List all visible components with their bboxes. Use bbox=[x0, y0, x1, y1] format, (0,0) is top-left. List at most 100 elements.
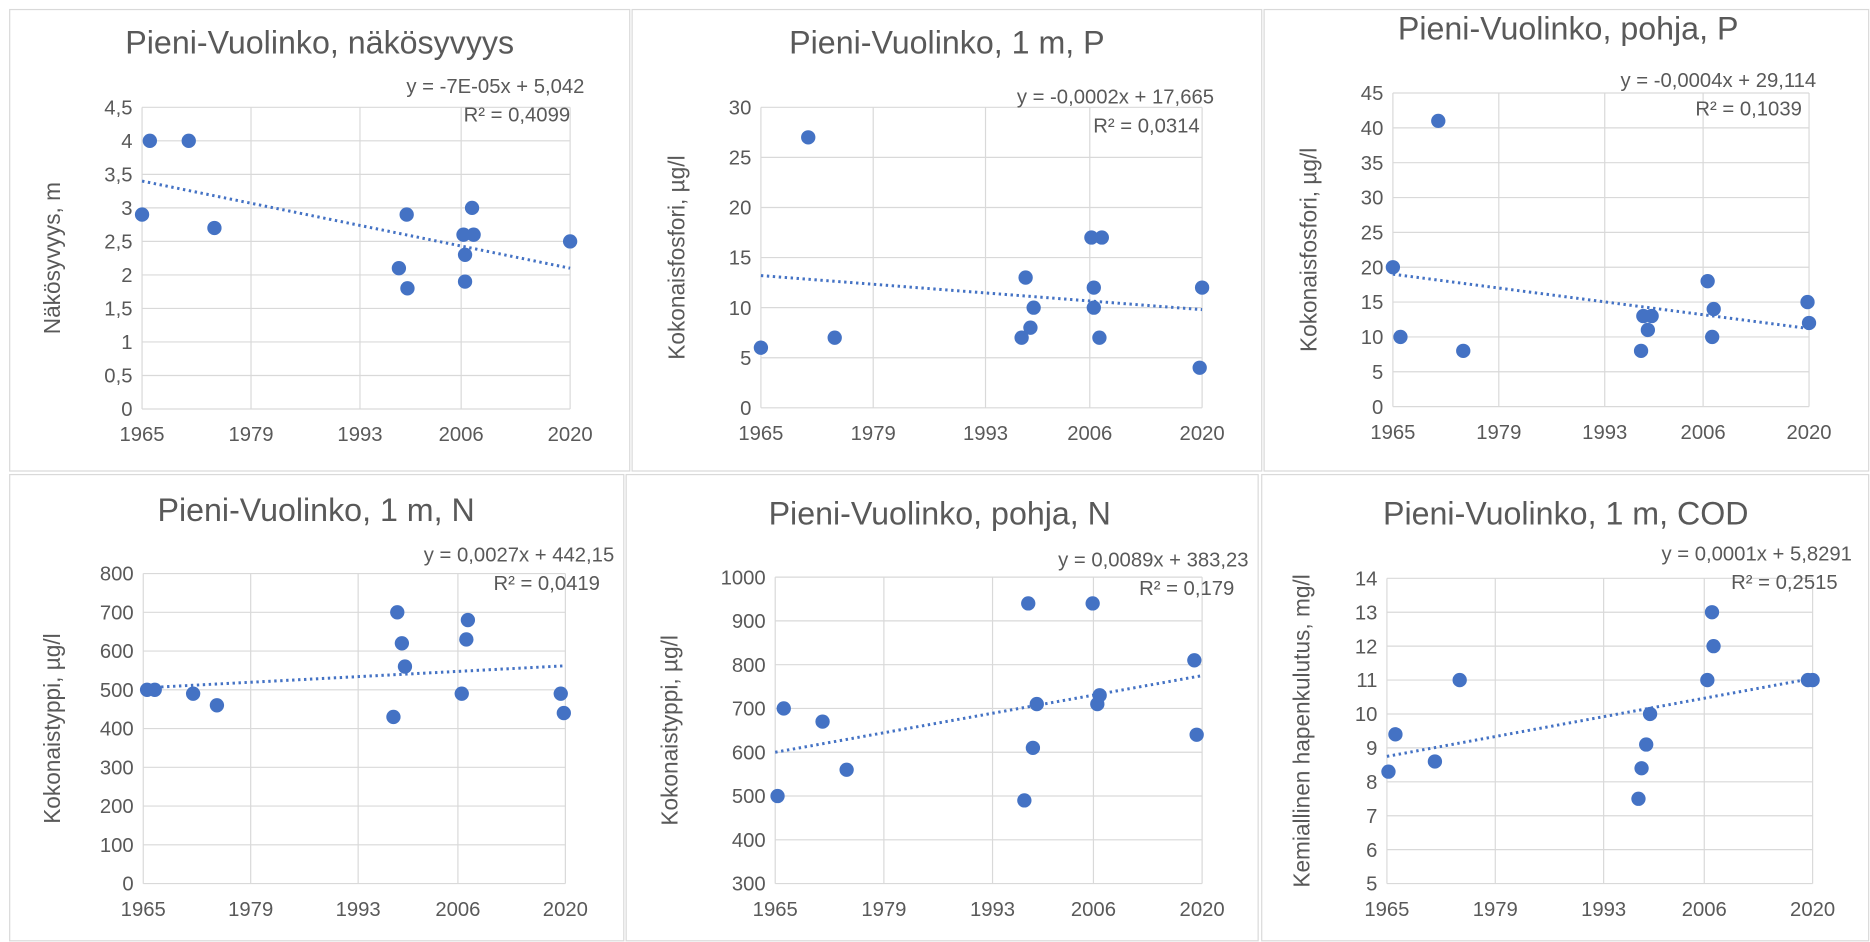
y-tick-label: 40 bbox=[1361, 118, 1384, 140]
y-tick-label: 2 bbox=[121, 265, 132, 287]
y-tick-label: 35 bbox=[1361, 153, 1384, 175]
x-tick-label: 1979 bbox=[851, 423, 896, 445]
point bbox=[394, 636, 410, 651]
x-tick-label: 1965 bbox=[1364, 899, 1409, 921]
panel-border bbox=[1261, 473, 1870, 942]
x-tick-label: 1979 bbox=[228, 424, 273, 446]
point bbox=[1187, 653, 1202, 668]
y-axis-label: Kokonaisfosfori, µg/l bbox=[1296, 148, 1322, 352]
y-tick-label: 0,5 bbox=[104, 366, 132, 388]
r-squared: R² = 0,2515 bbox=[1731, 572, 1837, 594]
trend-line bbox=[1386, 676, 1813, 758]
y-tick-label: 300 bbox=[732, 874, 766, 896]
y-tick-label: 400 bbox=[100, 719, 134, 741]
r-squared: R² = 0,0419 bbox=[493, 573, 599, 595]
x-tick-label: 2020 bbox=[1180, 899, 1225, 921]
x-tick-label: 1965 bbox=[1370, 422, 1415, 444]
y-tick-label: 25 bbox=[1361, 223, 1384, 245]
y-tick-label: 15 bbox=[729, 248, 752, 270]
x-tick-label: 1993 bbox=[1582, 422, 1627, 444]
point bbox=[1801, 315, 1817, 331]
x-tick-label: 1993 bbox=[336, 899, 381, 921]
r-squared: R² = 0,179 bbox=[1139, 578, 1234, 600]
r-squared: R² = 0,1039 bbox=[1695, 99, 1801, 121]
y-tick-label: 900 bbox=[732, 611, 766, 633]
point bbox=[1086, 280, 1101, 295]
trend-equation: y = 0,0027x + 442,15 bbox=[424, 545, 614, 567]
x-tick-label: 1979 bbox=[228, 899, 273, 921]
trend-equation: y = 0,0001x + 5,8291 bbox=[1662, 543, 1852, 565]
point bbox=[801, 130, 816, 145]
point bbox=[1640, 322, 1656, 338]
r-squared: R² = 0,0314 bbox=[1093, 115, 1199, 137]
point bbox=[134, 207, 150, 222]
point bbox=[390, 605, 405, 620]
chart-title: Pieni-Vuolinko, pohja, N bbox=[769, 496, 1111, 532]
y-tick-label: 3 bbox=[121, 198, 132, 220]
point bbox=[1021, 596, 1036, 611]
y-axis-label: Kemiallinen hapenkulutus, mg/l bbox=[1288, 574, 1314, 887]
point bbox=[1704, 605, 1720, 620]
y-tick-label: 5 bbox=[1366, 874, 1377, 896]
y-tick-label: 500 bbox=[732, 786, 766, 808]
chart-title: Pieni-Vuolinko, 1 m, COD bbox=[1383, 496, 1749, 532]
y-tick-label: 800 bbox=[100, 564, 134, 586]
x-tick-label: 2020 bbox=[1180, 423, 1225, 445]
y-tick-label: 10 bbox=[1361, 327, 1384, 349]
x-tick-label: 2020 bbox=[1786, 422, 1831, 444]
y-tick-label: 0 bbox=[1372, 397, 1383, 419]
y-tick-label: 10 bbox=[1355, 704, 1378, 726]
y-tick-label: 7 bbox=[1366, 806, 1377, 828]
point bbox=[1092, 688, 1107, 703]
point bbox=[1086, 300, 1101, 315]
point bbox=[1381, 764, 1396, 779]
point bbox=[391, 261, 407, 276]
point bbox=[1644, 308, 1659, 324]
x-tick-label: 2006 bbox=[1071, 899, 1116, 921]
point bbox=[827, 330, 842, 345]
point bbox=[1385, 260, 1401, 275]
x-tick-label: 2006 bbox=[435, 899, 480, 921]
point bbox=[400, 281, 415, 296]
y-tick-label: 10 bbox=[729, 298, 752, 320]
y-axis-label: Kokonaisfosfori, µg/l bbox=[664, 155, 690, 359]
point bbox=[1194, 280, 1210, 295]
x-tick-label: 1979 bbox=[1476, 422, 1521, 444]
point bbox=[1029, 696, 1044, 712]
y-tick-label: 600 bbox=[100, 641, 134, 663]
y-tick-label: 1000 bbox=[721, 567, 766, 589]
x-tick-label: 1965 bbox=[121, 899, 166, 921]
y-tick-label: 30 bbox=[1361, 188, 1384, 210]
point bbox=[1388, 727, 1403, 742]
point bbox=[1800, 294, 1815, 310]
point bbox=[556, 705, 571, 721]
point bbox=[1192, 360, 1207, 375]
y-tick-label: 6 bbox=[1366, 840, 1377, 862]
x-tick-label: 2006 bbox=[1681, 422, 1726, 444]
point bbox=[1633, 343, 1649, 359]
x-tick-label: 2020 bbox=[543, 899, 588, 921]
point bbox=[1631, 791, 1646, 806]
point bbox=[1642, 706, 1658, 722]
trend-equation: y = -0,0004x + 29,114 bbox=[1621, 70, 1817, 92]
y-tick-label: 8 bbox=[1366, 772, 1377, 794]
y-tick-label: 0 bbox=[121, 399, 132, 421]
x-tick-label: 2006 bbox=[1682, 899, 1727, 921]
trend-equation: y = -0,0002x + 17,665 bbox=[1017, 87, 1214, 109]
y-tick-label: 0 bbox=[740, 398, 751, 420]
r-squared: R² = 0,4099 bbox=[464, 105, 570, 127]
y-axis-label: Kokonaistyppi, µg/l bbox=[656, 635, 682, 826]
point bbox=[1393, 329, 1408, 345]
y-tick-label: 5 bbox=[1372, 362, 1383, 384]
y-tick-label: 500 bbox=[100, 680, 134, 702]
point bbox=[776, 701, 791, 716]
y-tick-label: 300 bbox=[100, 757, 134, 779]
y-tick-label: 3,5 bbox=[104, 165, 132, 187]
point bbox=[466, 227, 481, 242]
point bbox=[1094, 230, 1109, 245]
trend-line bbox=[141, 179, 571, 270]
point bbox=[399, 207, 414, 222]
panel-border bbox=[625, 473, 1259, 942]
x-tick-label: 1993 bbox=[963, 423, 1008, 445]
point bbox=[181, 133, 196, 148]
